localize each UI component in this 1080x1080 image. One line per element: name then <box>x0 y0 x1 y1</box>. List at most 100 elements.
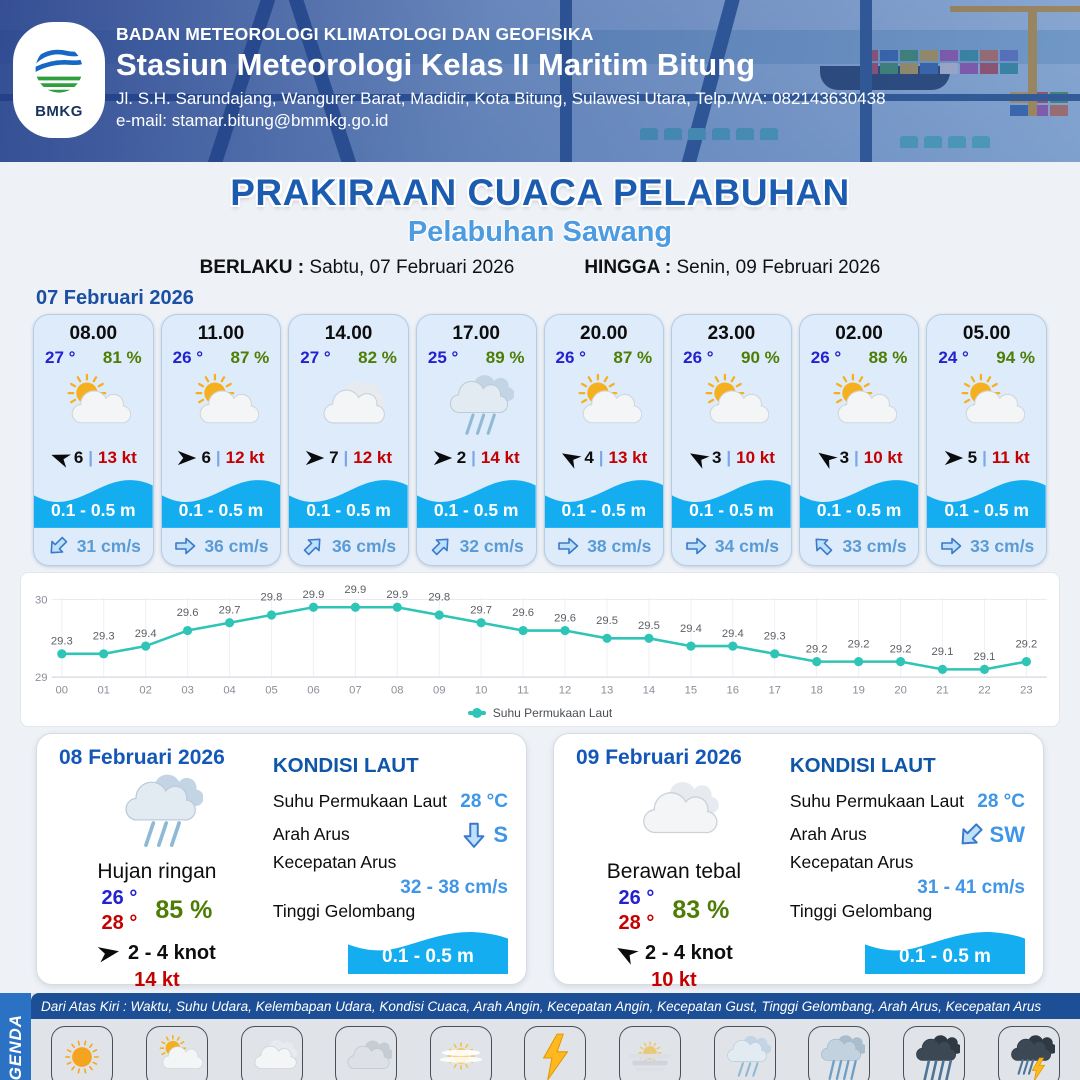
air-temperature: 26 ° <box>683 348 714 367</box>
hujan-ringan-icon <box>125 774 203 847</box>
daily-wind-speed: 2 - 4 knot <box>645 941 733 964</box>
current-speed: 38 cm/s <box>587 535 652 556</box>
legend-item: Hujan Lebat <box>889 1025 979 1080</box>
gust-speed: 13 kt <box>608 447 648 467</box>
berlaku-value: Sabtu, 07 Februari 2026 <box>309 257 515 278</box>
forecast-time: 14.00 <box>324 323 373 344</box>
current-row: 36 cm/s <box>162 528 281 565</box>
svg-text:29.2: 29.2 <box>848 638 870 650</box>
bmkg-logo-text: BMKG <box>35 102 83 120</box>
daily-temps: 26 ° 28 ° 85 % <box>102 886 213 936</box>
separator: | <box>471 447 476 467</box>
daily-condition: Berawan tebal <box>606 859 742 883</box>
humidity: 87 % <box>230 348 270 367</box>
daily-gust: 14 kt <box>134 968 180 991</box>
wind-speed: 6 <box>73 447 84 467</box>
svg-text:29.2: 29.2 <box>806 643 828 655</box>
wave-height: 0.1 - 0.5 m <box>944 499 1029 520</box>
daily-weather-icon-box <box>111 766 203 858</box>
wave-height: 0.1 - 0.5 m <box>816 499 902 520</box>
legend-icon-box <box>145 1025 208 1080</box>
separator: | <box>343 447 349 467</box>
wind-row: 4 | 13 kt <box>545 444 664 472</box>
sst-label: Suhu Permukaan Laut <box>272 791 447 812</box>
wave-shape-icon <box>799 480 919 528</box>
hingga-label: HINGGA : <box>584 257 672 278</box>
hujan-ringan-icon <box>726 1035 771 1077</box>
weather-icon-box <box>34 368 153 444</box>
air-temperature: 26 ° <box>172 348 204 367</box>
air-temperature: 25 ° <box>427 348 459 367</box>
svg-text:29.6: 29.6 <box>512 607 534 619</box>
legend-item: Cerah Berawan <box>132 1025 222 1080</box>
svg-text:17: 17 <box>768 684 780 696</box>
legend-icon-box <box>335 1025 398 1080</box>
svg-text:29.4: 29.4 <box>722 628 744 640</box>
current-speed-value: 31 - 41 cm/s <box>917 876 1025 898</box>
svg-text:29.5: 29.5 <box>596 615 618 627</box>
current-direction-label: Arah Arus <box>272 824 350 845</box>
legend-band: LEGENDA <box>0 992 31 1080</box>
svg-text:11: 11 <box>517 684 529 696</box>
current-speed-value: 32 - 38 cm/s <box>400 876 508 898</box>
weather-icon-box <box>417 368 536 444</box>
forecast-card: 14.00 27 ° 82 % 7 | 12 kt 0.1 - 0.5 m 36… <box>288 314 409 566</box>
svg-text:29.6: 29.6 <box>554 612 576 624</box>
cerah-berawan-icon <box>961 373 1025 424</box>
forecast-time: 17.00 <box>452 323 500 344</box>
forecast-time: 20.00 <box>580 323 628 344</box>
current-speed: 32 cm/s <box>459 535 524 556</box>
berawan-icon <box>254 1039 297 1069</box>
kabut-icon <box>629 1040 671 1072</box>
legend-item: Petir <box>510 1025 600 1080</box>
berawan-icon <box>643 781 719 833</box>
svg-text:30: 30 <box>35 595 47 607</box>
current-direction-value: S <box>493 821 508 847</box>
daily-wave-box: 0.1 - 0.5 m <box>865 928 1025 974</box>
forecast-card: 08.00 27 ° 81 % 6 | 13 kt 0.1 - 0.5 m 31… <box>33 314 154 566</box>
wave-height: 0.1 - 0.5 m <box>178 499 264 520</box>
svg-text:29.3: 29.3 <box>764 631 786 643</box>
cerah-berawan-icon <box>578 373 642 424</box>
legend-icon-box <box>524 1025 587 1080</box>
hingga-value: Senin, 09 Februari 2026 <box>676 257 881 278</box>
station-address: Jl. S.H. Sarundajang, Wangurer Barat, Ma… <box>116 89 886 108</box>
wind-direction-icon <box>178 450 197 466</box>
temp-humidity-row: 27 ° 82 % <box>289 345 408 368</box>
legend-icon-box <box>429 1025 492 1080</box>
daily-weather-column: 09 Februari 2026 Berawan tebal 26 ° 28 °… <box>572 745 776 991</box>
wave-height-band: 0.1 - 0.5 m <box>34 472 153 528</box>
berawan-icon <box>323 381 386 424</box>
forecast-time: 05.00 <box>962 323 1011 344</box>
daily-date: 09 Februari 2026 <box>576 745 742 769</box>
current-arrow-icon <box>50 537 67 554</box>
gust-speed: 10 kt <box>736 447 775 467</box>
wind-speed: 4 <box>584 447 594 467</box>
weather-icon-box <box>545 368 664 444</box>
weather-icon-box <box>672 368 791 444</box>
separator: | <box>215 447 221 467</box>
humidity: 87 % <box>613 348 653 367</box>
max-temperature: 28 ° <box>101 911 138 934</box>
current-direction-value: SW <box>989 821 1025 847</box>
forecast-date: 07 Februari 2026 <box>36 287 194 309</box>
cerah-berawan-icon <box>195 373 259 424</box>
svg-text:29.9: 29.9 <box>386 589 408 601</box>
legend-icon-box <box>51 1025 114 1080</box>
sst-value: 28 °C <box>460 790 508 812</box>
svg-text:04: 04 <box>223 684 235 696</box>
svg-text:29.1: 29.1 <box>932 646 954 658</box>
sea-condition-heading: KONDISI LAUT <box>272 753 419 777</box>
air-temperature: 26 ° <box>555 348 586 367</box>
daily-humidity: 85 % <box>155 896 213 925</box>
sst-line-chart: 30 29 29.3 00 29.3 01 29.4 02 29.6 03 29.7 04 29.8 05… <box>35 584 1047 696</box>
daily-wind-speed: 2 - 4 knot <box>128 941 216 964</box>
wave-height-label: Tinggi Gelombang <box>789 900 933 921</box>
wave-height-band: 0.1 - 0.5 m <box>799 472 919 528</box>
wave-shape-icon <box>865 931 1025 974</box>
svg-text:12: 12 <box>559 684 571 696</box>
agency-name: BADAN METEOROLOGI KLIMATOLOGI DAN GEOFIS… <box>116 24 594 44</box>
current-arrow-icon <box>558 538 579 555</box>
svg-text:29.7: 29.7 <box>219 605 241 617</box>
wind-direction-icon <box>944 450 963 466</box>
